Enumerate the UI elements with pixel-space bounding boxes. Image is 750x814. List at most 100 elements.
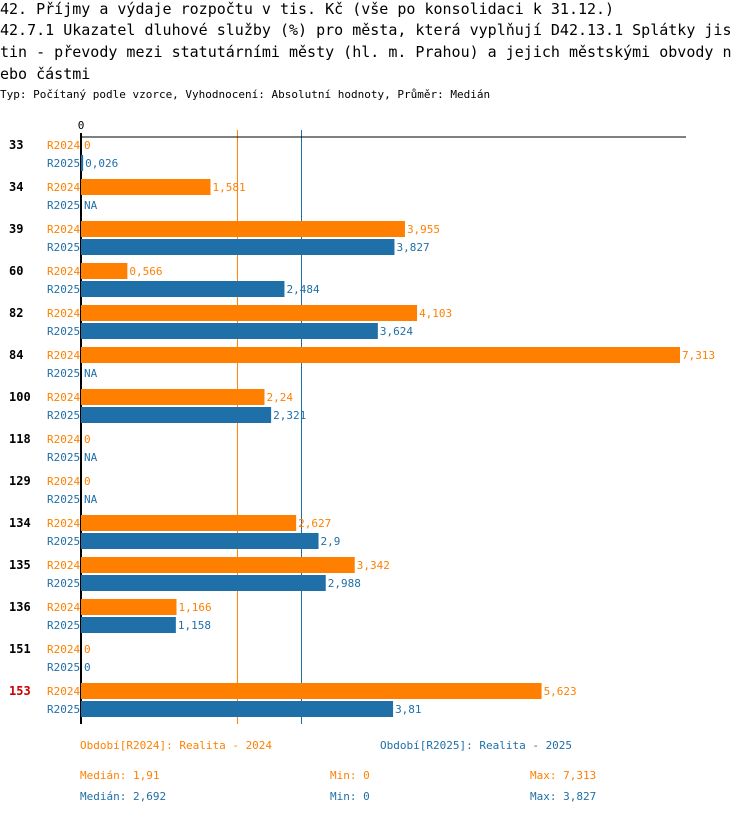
data-label-r2024-33: 0 [84,139,91,152]
category-label-118: 118 [9,432,31,446]
data-label-r2025-151: 0 [84,661,91,674]
series-label-r2024-39: R2024 [47,223,80,236]
bar-r2024-153 [81,683,542,699]
series-label-r2025-151: R2025 [47,661,80,674]
series-label-r2024-84: R2024 [47,349,80,362]
series-label-r2024-136: R2024 [47,601,80,614]
data-label-r2025-33: 0,026 [85,157,118,170]
data-label-r2025-84: NA [84,367,98,380]
bar-r2025-135 [81,575,326,591]
chart-title-line-1: 42. Příjmy a výdaje rozpočtu v tis. Kč (… [0,0,615,18]
data-label-r2024-82: 4,103 [419,307,452,320]
stat-median-r2025: Medián: 2,692 [80,790,167,803]
series-label-r2025-135: R2025 [47,577,80,590]
category-label-39: 39 [9,222,23,236]
series-label-r2025-82: R2025 [47,325,80,338]
bar-r2025-134 [81,533,319,549]
series-label-r2024-100: R2024 [47,391,80,404]
x-tick-label-0: 0 [78,119,85,132]
bar-r2025-136 [81,617,176,633]
category-label-60: 60 [9,264,23,278]
data-label-r2024-118: 0 [84,433,91,446]
data-label-r2025-118: NA [84,451,98,464]
series-label-r2025-136: R2025 [47,619,80,632]
bar-r2024-100 [81,389,265,405]
series-label-r2024-129: R2024 [47,475,80,488]
bar-r2024-34 [81,179,211,195]
category-label-33: 33 [9,138,23,152]
bar-r2024-82 [81,305,418,321]
data-label-r2025-153: 3,81 [395,703,422,716]
legend-r2024: Období[R2024]: Realita - 2024 [80,739,273,752]
bar-r2025-33 [81,155,84,171]
category-label-129: 129 [9,474,31,488]
bar-r2024-39 [81,221,405,237]
series-label-r2024-82: R2024 [47,307,80,320]
bar-r2025-60 [81,281,285,297]
chart-title-line-4: ebo částmi [0,65,91,83]
series-label-r2025-100: R2025 [47,409,80,422]
series-label-r2025-134: R2025 [47,535,80,548]
data-label-r2024-34: 1,581 [212,181,245,194]
series-label-r2025-129: R2025 [47,493,80,506]
series-label-r2025-153: R2025 [47,703,80,716]
data-label-r2024-84: 7,313 [682,349,715,362]
series-label-r2024-118: R2024 [47,433,80,446]
category-label-151: 151 [9,642,31,656]
series-label-r2024-153: R2024 [47,685,80,698]
data-label-r2024-60: 0,566 [129,265,162,278]
data-label-r2025-60: 2,484 [286,283,319,296]
chart-title-line-3: tin - převody mezi statutárními městy (h… [0,43,732,61]
data-label-r2025-39: 3,827 [396,241,429,254]
stat-min-r2024: Min: 0 [330,769,370,782]
series-label-r2024-34: R2024 [47,181,80,194]
data-label-r2025-100: 2,321 [273,409,306,422]
stat-max-r2025: Max: 3,827 [530,790,597,803]
data-label-r2025-134: 2,9 [321,535,341,548]
bar-r2025-100 [81,407,272,423]
legend-r2025: Období[R2025]: Realita - 2025 [380,739,573,752]
data-label-r2024-135: 3,342 [357,559,390,572]
stat-median-r2024: Medián: 1,91 [80,769,160,782]
series-label-r2025-118: R2025 [47,451,80,464]
bar-r2025-82 [81,323,378,339]
bar-r2024-134 [81,515,297,531]
data-label-r2024-134: 2,627 [298,517,331,530]
category-label-82: 82 [9,306,23,320]
data-label-r2024-153: 5,623 [544,685,577,698]
data-label-r2024-39: 3,955 [407,223,440,236]
chart-subtitle: Typ: Počítaný podle vzorce, Vyhodnocení:… [0,88,491,101]
series-label-r2025-60: R2025 [47,283,80,296]
bar-r2024-135 [81,557,355,573]
series-label-r2024-60: R2024 [47,265,80,278]
series-label-r2025-39: R2025 [47,241,80,254]
stat-max-r2024: Max: 7,313 [530,769,597,782]
stat-min-r2025: Min: 0 [330,790,370,803]
category-label-135: 135 [9,558,31,572]
category-label-153: 153 [9,684,31,698]
category-label-34: 34 [9,180,23,194]
data-label-r2025-135: 2,988 [328,577,361,590]
bar-r2024-136 [81,599,177,615]
category-label-136: 136 [9,600,31,614]
bar-r2025-39 [81,239,395,255]
series-label-r2025-84: R2025 [47,367,80,380]
category-label-100: 100 [9,390,31,404]
data-label-r2025-136: 1,158 [178,619,211,632]
data-label-r2024-151: 0 [84,643,91,656]
data-label-r2025-34: NA [84,199,98,212]
bar-r2025-153 [81,701,394,717]
series-label-r2024-33: R2024 [47,139,80,152]
series-label-r2025-34: R2025 [47,199,80,212]
data-label-r2025-129: NA [84,493,98,506]
data-label-r2024-100: 2,24 [266,391,293,404]
data-label-r2024-129: 0 [84,475,91,488]
series-label-r2025-33: R2025 [47,157,80,170]
chart-title-line-2: 42.7.1 Ukazatel dluhové služby (%) pro m… [0,21,732,39]
category-label-134: 134 [9,516,31,530]
bar-r2024-60 [81,263,128,279]
series-label-r2024-151: R2024 [47,643,80,656]
data-label-r2025-82: 3,624 [380,325,413,338]
series-label-r2024-135: R2024 [47,559,80,572]
